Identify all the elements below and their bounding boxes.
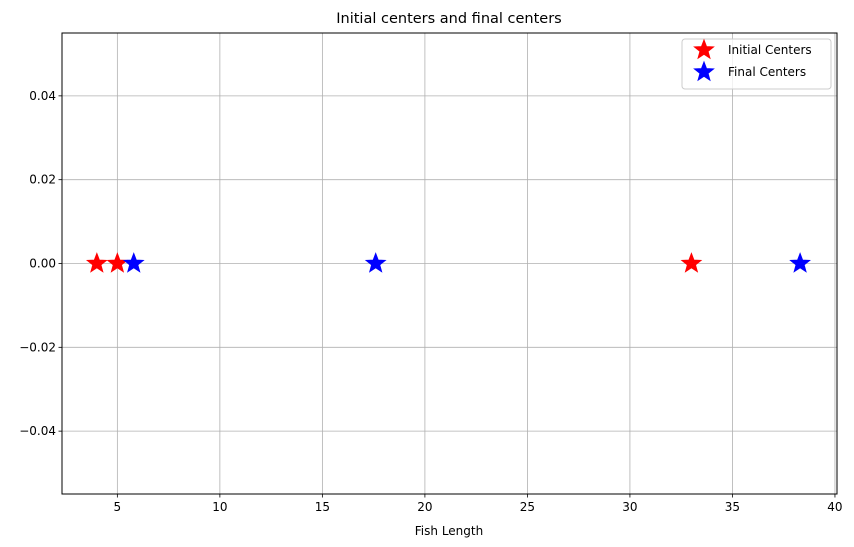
legend: Initial Centers Final Centers xyxy=(681,38,832,90)
legend-label: Initial Centers xyxy=(728,43,812,57)
y-tick-label: −0.02 xyxy=(19,340,56,354)
data-point-initial-centers xyxy=(85,252,108,273)
x-tick-label: 40 xyxy=(827,500,842,514)
x-tick-label: 30 xyxy=(622,500,637,514)
grid-lines xyxy=(62,33,837,494)
x-tick-label: 15 xyxy=(315,500,330,514)
legend-label: Final Centers xyxy=(728,65,806,79)
y-tick-label: 0.02 xyxy=(29,173,56,187)
legend-box xyxy=(681,38,832,90)
data-point-final-centers xyxy=(364,252,387,273)
x-tick-label: 20 xyxy=(417,500,432,514)
x-tick-label: 10 xyxy=(212,500,227,514)
data-points xyxy=(85,252,811,273)
y-tick-label: 0.04 xyxy=(29,89,56,103)
x-axis-ticks: 5 10 15 20 25 30 35 40 xyxy=(114,494,843,514)
data-point-final-centers xyxy=(789,252,811,273)
x-tick-label: 5 xyxy=(114,500,122,514)
y-tick-label: −0.04 xyxy=(19,424,56,438)
y-axis-ticks: −0.04 −0.02 0.00 0.02 0.04 xyxy=(19,89,62,438)
data-point-initial-centers xyxy=(680,252,703,273)
x-axis-label: Fish Length xyxy=(415,524,483,538)
y-tick-label: 0.00 xyxy=(29,257,56,271)
x-tick-label: 35 xyxy=(725,500,740,514)
legend-marker xyxy=(693,60,715,82)
data-point-final-centers xyxy=(122,252,145,273)
x-tick-label: 25 xyxy=(520,500,535,514)
legend-marker xyxy=(693,38,715,60)
chart-title: Initial centers and final centers xyxy=(336,11,562,27)
